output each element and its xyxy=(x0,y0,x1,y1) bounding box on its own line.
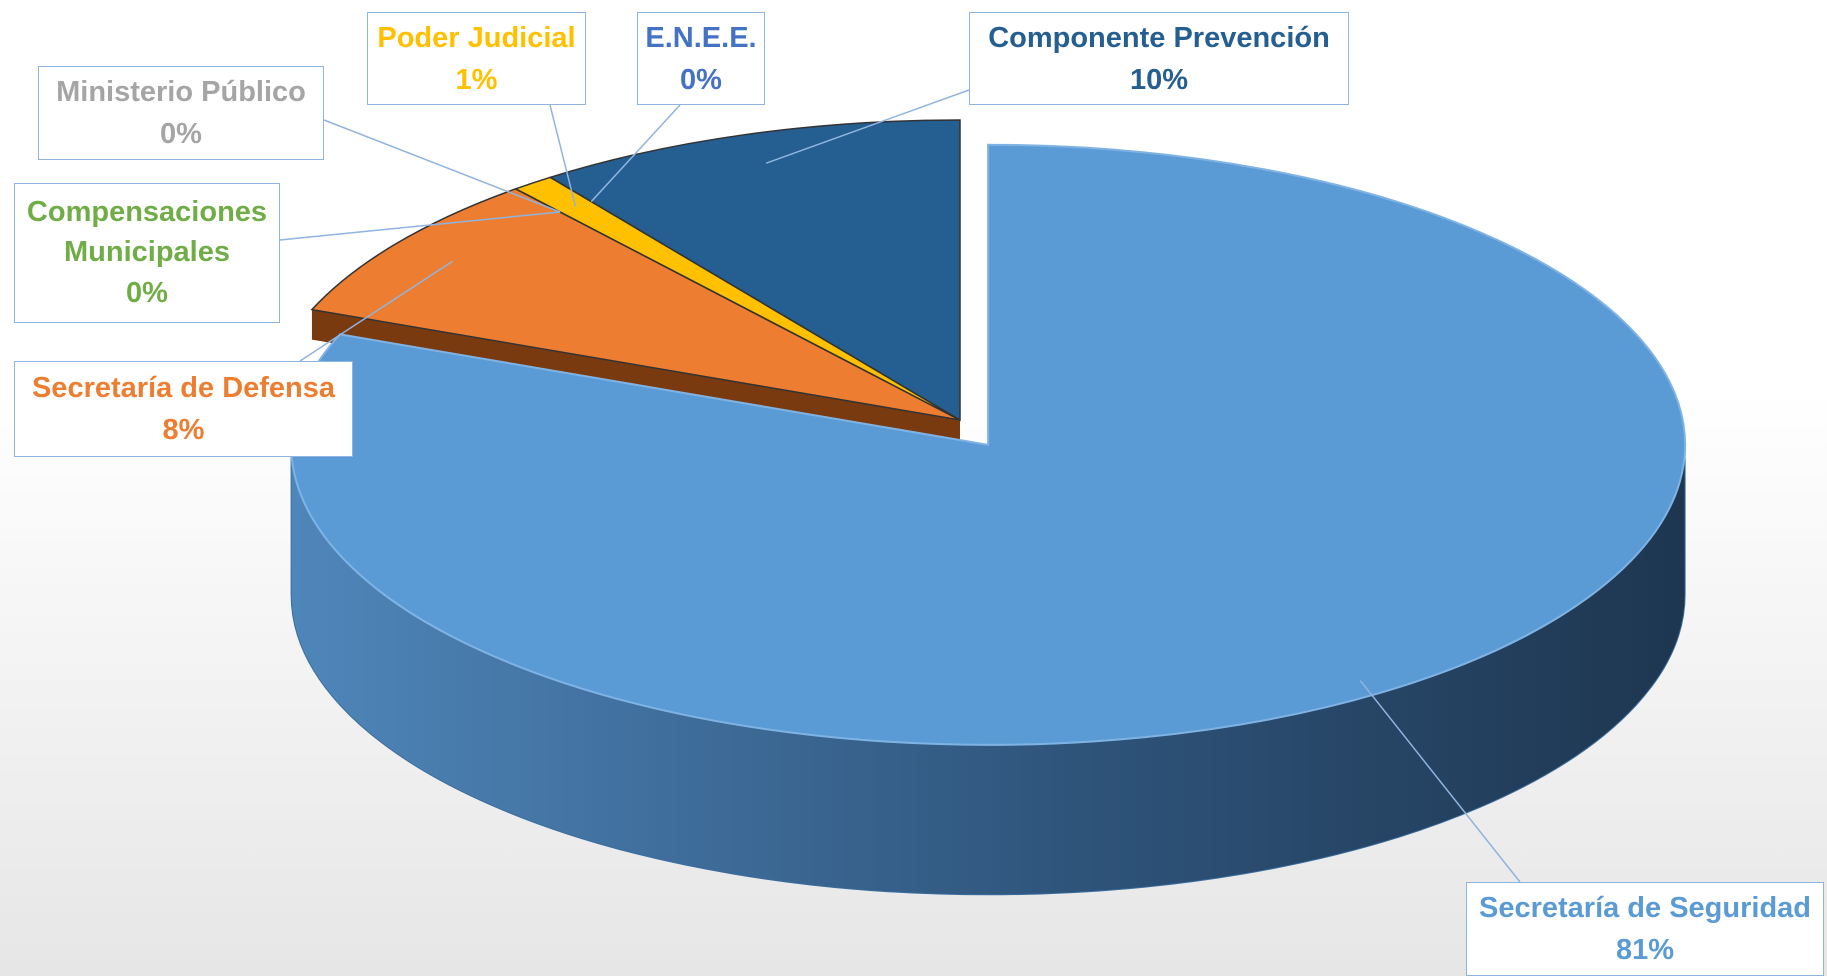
category-label: Secretaría de Defensa xyxy=(31,372,336,404)
value-label: 81% xyxy=(1615,934,1675,966)
leader-line xyxy=(549,104,577,207)
data-label: E.N.E.E. 0% xyxy=(637,12,765,105)
category-label: E.N.E.E. xyxy=(645,21,757,54)
leader-line xyxy=(279,211,561,241)
slice xyxy=(290,143,1687,746)
leader-line xyxy=(1359,680,1521,883)
category-label: Secretaría de Seguridad xyxy=(1478,892,1812,924)
leader-line xyxy=(299,260,453,362)
value-label: 0% xyxy=(160,118,202,150)
value-label: 10% xyxy=(1129,63,1189,96)
slice xyxy=(548,119,961,422)
category-label: Compensaciones Municipales xyxy=(26,196,268,268)
value-label: 1% xyxy=(455,63,498,96)
data-label: Poder Judicial 1% xyxy=(367,12,586,105)
data-label: Ministerio Público 0% xyxy=(38,66,324,160)
value-label: 8% xyxy=(162,414,205,446)
data-label: Compensaciones Municipales 0% xyxy=(14,183,280,323)
category-label: Poder Judicial xyxy=(377,21,576,54)
data-label: Secretaría de Defensa 8% xyxy=(14,361,353,457)
data-label: Secretaría de Seguridad 81% xyxy=(1466,882,1824,976)
value-label: 0% xyxy=(126,277,168,309)
category-label: Componente Prevención xyxy=(988,21,1330,54)
data-label: Componente Prevención 10% xyxy=(969,12,1349,105)
value-label: 0% xyxy=(680,63,722,96)
leader-line xyxy=(590,104,681,203)
leader-line xyxy=(765,89,970,164)
category-label: Ministerio Público xyxy=(56,76,306,108)
slice xyxy=(310,188,961,421)
leader-line xyxy=(323,119,561,213)
